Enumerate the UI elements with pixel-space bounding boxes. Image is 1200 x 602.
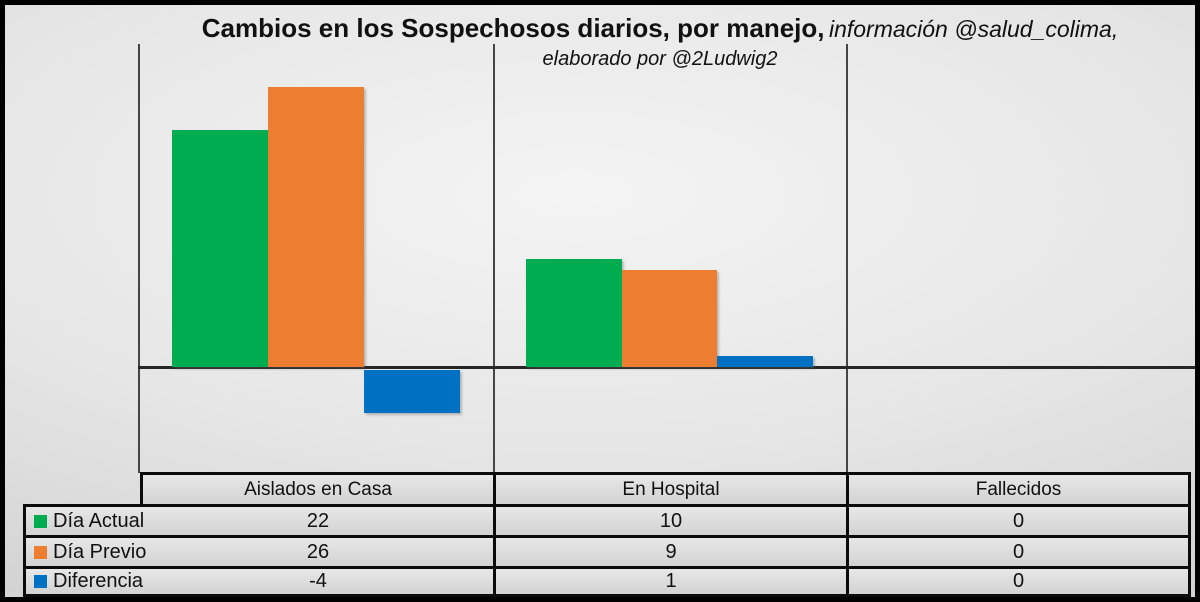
- table-cell: 9: [496, 538, 846, 566]
- y-axis-line: [138, 44, 140, 473]
- bar-diferencia-en-hospital: [717, 356, 813, 367]
- category-separator-2: [846, 44, 848, 473]
- legend-row-dia-previo: Día Previo: [26, 538, 147, 566]
- category-separator-1: [493, 44, 495, 473]
- table-cell: 26: [143, 538, 493, 566]
- table-col-header: En Hospital: [496, 475, 846, 504]
- data-table: Aislados en Casa En Hospital Fallecidos …: [140, 472, 1191, 597]
- table-cell: 0: [849, 507, 1188, 535]
- zero-axis-line: [138, 366, 1195, 369]
- chart-title-main: Cambios en los Sospechosos diarios, por …: [201, 13, 825, 43]
- dia-previo-swatch-icon: [34, 545, 47, 559]
- chart-title-credit: información @salud_colima,: [828, 16, 1119, 42]
- table-col-header: Fallecidos: [849, 475, 1188, 504]
- dia-actual-swatch-icon: [34, 514, 47, 528]
- table-cell: -4: [143, 569, 493, 594]
- table-cell: 10: [496, 507, 846, 535]
- plot-stage: Cambios en los Sospechosos diarios, por …: [5, 5, 1195, 597]
- bar-día-actual-aislados-en-casa: [172, 130, 268, 367]
- chart-title-line1: Cambios en los Sospechosos diarios, por …: [155, 13, 1165, 45]
- legend-row-dia-actual: Día Actual: [26, 507, 147, 535]
- bar-día-previo-en-hospital: [621, 270, 718, 367]
- bar-día-previo-aislados-en-casa: [268, 86, 364, 367]
- table-cell: 22: [143, 507, 493, 535]
- legend-row-label: Diferencia: [53, 570, 144, 592]
- table-cell: 1: [496, 569, 846, 594]
- bar-diferencia-aislados-en-casa: [364, 370, 460, 414]
- chart-title-credit-line2: elaborado por @2Ludwig2: [542, 47, 778, 70]
- legend-row-label: Día Actual: [53, 509, 145, 532]
- diferencia-swatch-icon: [34, 575, 47, 588]
- legend-row-diferencia: Diferencia: [26, 569, 147, 594]
- legend-row-label: Día Previo: [53, 540, 147, 563]
- table-col-header: Aislados en Casa: [143, 475, 493, 504]
- chart-title: Cambios en los Sospechosos diarios, por …: [155, 13, 1165, 71]
- table-cell: 0: [849, 569, 1188, 594]
- legend-table: Día Actual Día Previo Diferencia: [23, 504, 147, 597]
- table-cell: 0: [849, 538, 1188, 566]
- bar-día-actual-en-hospital: [526, 259, 622, 367]
